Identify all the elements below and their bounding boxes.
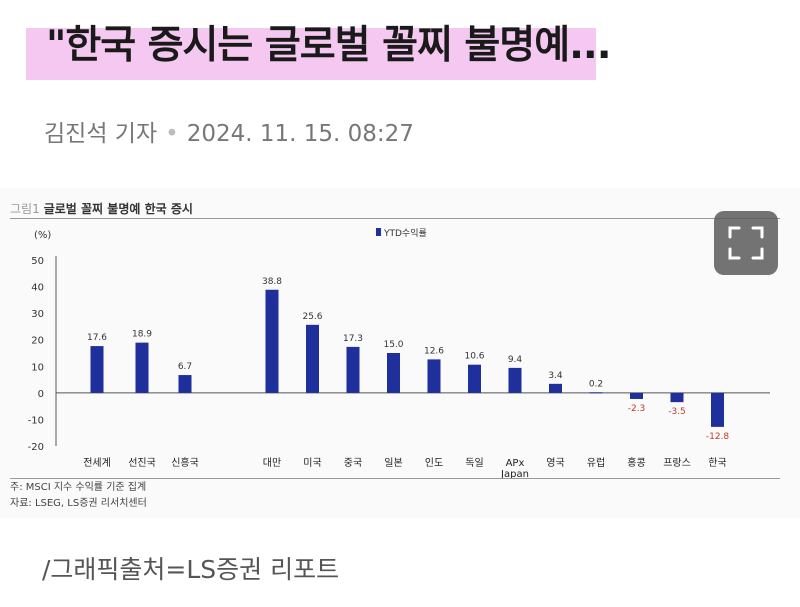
y-axis-unit-label: (%) [34, 230, 51, 241]
bar [549, 383, 562, 393]
data-label: 15.0 [383, 340, 403, 350]
footnote-source: 자료: LSEG, LS증권 리서치센터 [10, 498, 147, 509]
title-rule [10, 218, 780, 219]
x-tick-label: 미국 [303, 457, 321, 469]
x-tick-label: 인도 [425, 457, 443, 469]
image-caption: /그래픽출처=LS증권 리포트 [42, 555, 340, 584]
x-tick-label: 유럽 [587, 457, 605, 469]
bar [135, 342, 149, 393]
bar [306, 324, 319, 393]
x-tick-label: 한국 [708, 457, 726, 469]
y-tick-label: -20 [28, 442, 44, 453]
data-label: -12.8 [706, 432, 730, 442]
figure-label: 그림1 [10, 202, 40, 216]
data-label: 38.8 [262, 277, 282, 287]
footnote-note: 주: MSCI 지수 수익률 기준 집계 [10, 482, 147, 493]
bar [265, 289, 279, 393]
bar [346, 346, 360, 393]
x-tick-label: 프랑스 [663, 457, 691, 469]
x-tick-label: 일본 [384, 457, 402, 469]
data-label: 18.9 [132, 330, 152, 340]
data-label: 9.4 [508, 355, 523, 365]
x-tick-label: 선진국 [128, 457, 156, 469]
data-label: 6.7 [178, 362, 192, 372]
bar [468, 364, 481, 393]
data-label: 0.2 [589, 379, 603, 389]
x-tick-label: 대만 [263, 457, 281, 469]
x-tick-label: 전세계 [83, 457, 111, 469]
expand-image-button[interactable] [714, 211, 778, 275]
y-tick-label: -10 [28, 415, 44, 426]
data-label: 3.4 [548, 371, 563, 381]
x-tick-label: APx [506, 458, 525, 469]
data-label: 17.6 [87, 333, 107, 343]
legend-label: YTD수익률 [383, 227, 427, 239]
bar [670, 392, 684, 403]
data-label: 10.6 [464, 352, 484, 362]
x-tick-label: Japan [500, 469, 529, 480]
x-tick-label: 신흥국 [171, 456, 199, 469]
y-tick-label: 10 [31, 362, 44, 373]
data-label: -2.3 [628, 404, 646, 414]
bar [387, 353, 400, 393]
x-tick-label: 독일 [465, 457, 483, 469]
byline-separator: • [165, 121, 179, 147]
data-label: 12.6 [424, 346, 444, 356]
chart-figure: 그림1 글로벌 꼴찌 불명예 한국 증시 (%) YTD수익률 -20 -10 0 10 20… [0, 188, 800, 518]
bar [427, 359, 441, 393]
data-label: 25.6 [302, 312, 322, 322]
bar [589, 392, 603, 394]
bar [178, 375, 192, 393]
bar [508, 367, 522, 393]
bar [90, 346, 104, 393]
x-tick-label: 홍콩 [627, 456, 645, 469]
figure-title: 글로벌 꼴찌 불명예 한국 증시 [43, 202, 193, 216]
data-label: 17.3 [343, 334, 363, 344]
x-tick-label: 중국 [344, 457, 362, 469]
data-label: -3.5 [668, 407, 686, 417]
x-tick-label: 영국 [546, 457, 564, 469]
headline-highlight [26, 28, 596, 80]
y-tick-label: 0 [38, 389, 44, 400]
bar [630, 392, 643, 399]
bar [711, 392, 724, 427]
footnotes: 주: MSCI 지수 수익률 기준 집계 자료: LSEG, LS증권 리서치센… [10, 480, 147, 512]
reporter-name: 김진석 기자 [44, 121, 158, 147]
legend-swatch [376, 228, 381, 236]
byline: 김진석 기자 • 2024. 11. 15. 08:27 [44, 114, 414, 148]
headline-block: "한국 증시는 글로벌 꼴찌 불명예... [26, 14, 612, 80]
expand-icon [728, 226, 764, 260]
y-tick-label: 30 [31, 309, 44, 320]
headline: "한국 증시는 글로벌 꼴찌 불명예... [46, 23, 612, 68]
publish-datetime: 2024. 11. 15. 08:27 [186, 121, 414, 147]
y-tick-label: 20 [31, 336, 44, 347]
bar-chart: (%) YTD수익률 -20 -10 0 10 20 30 40 50 17.6 전세계 18.9 선진국… [28, 227, 770, 480]
footnote-rule [10, 478, 780, 479]
y-tick-label: 50 [31, 256, 44, 267]
y-tick-label: 40 [31, 283, 44, 294]
chart-title: 그림1 글로벌 꼴찌 불명예 한국 증시 [10, 200, 193, 217]
